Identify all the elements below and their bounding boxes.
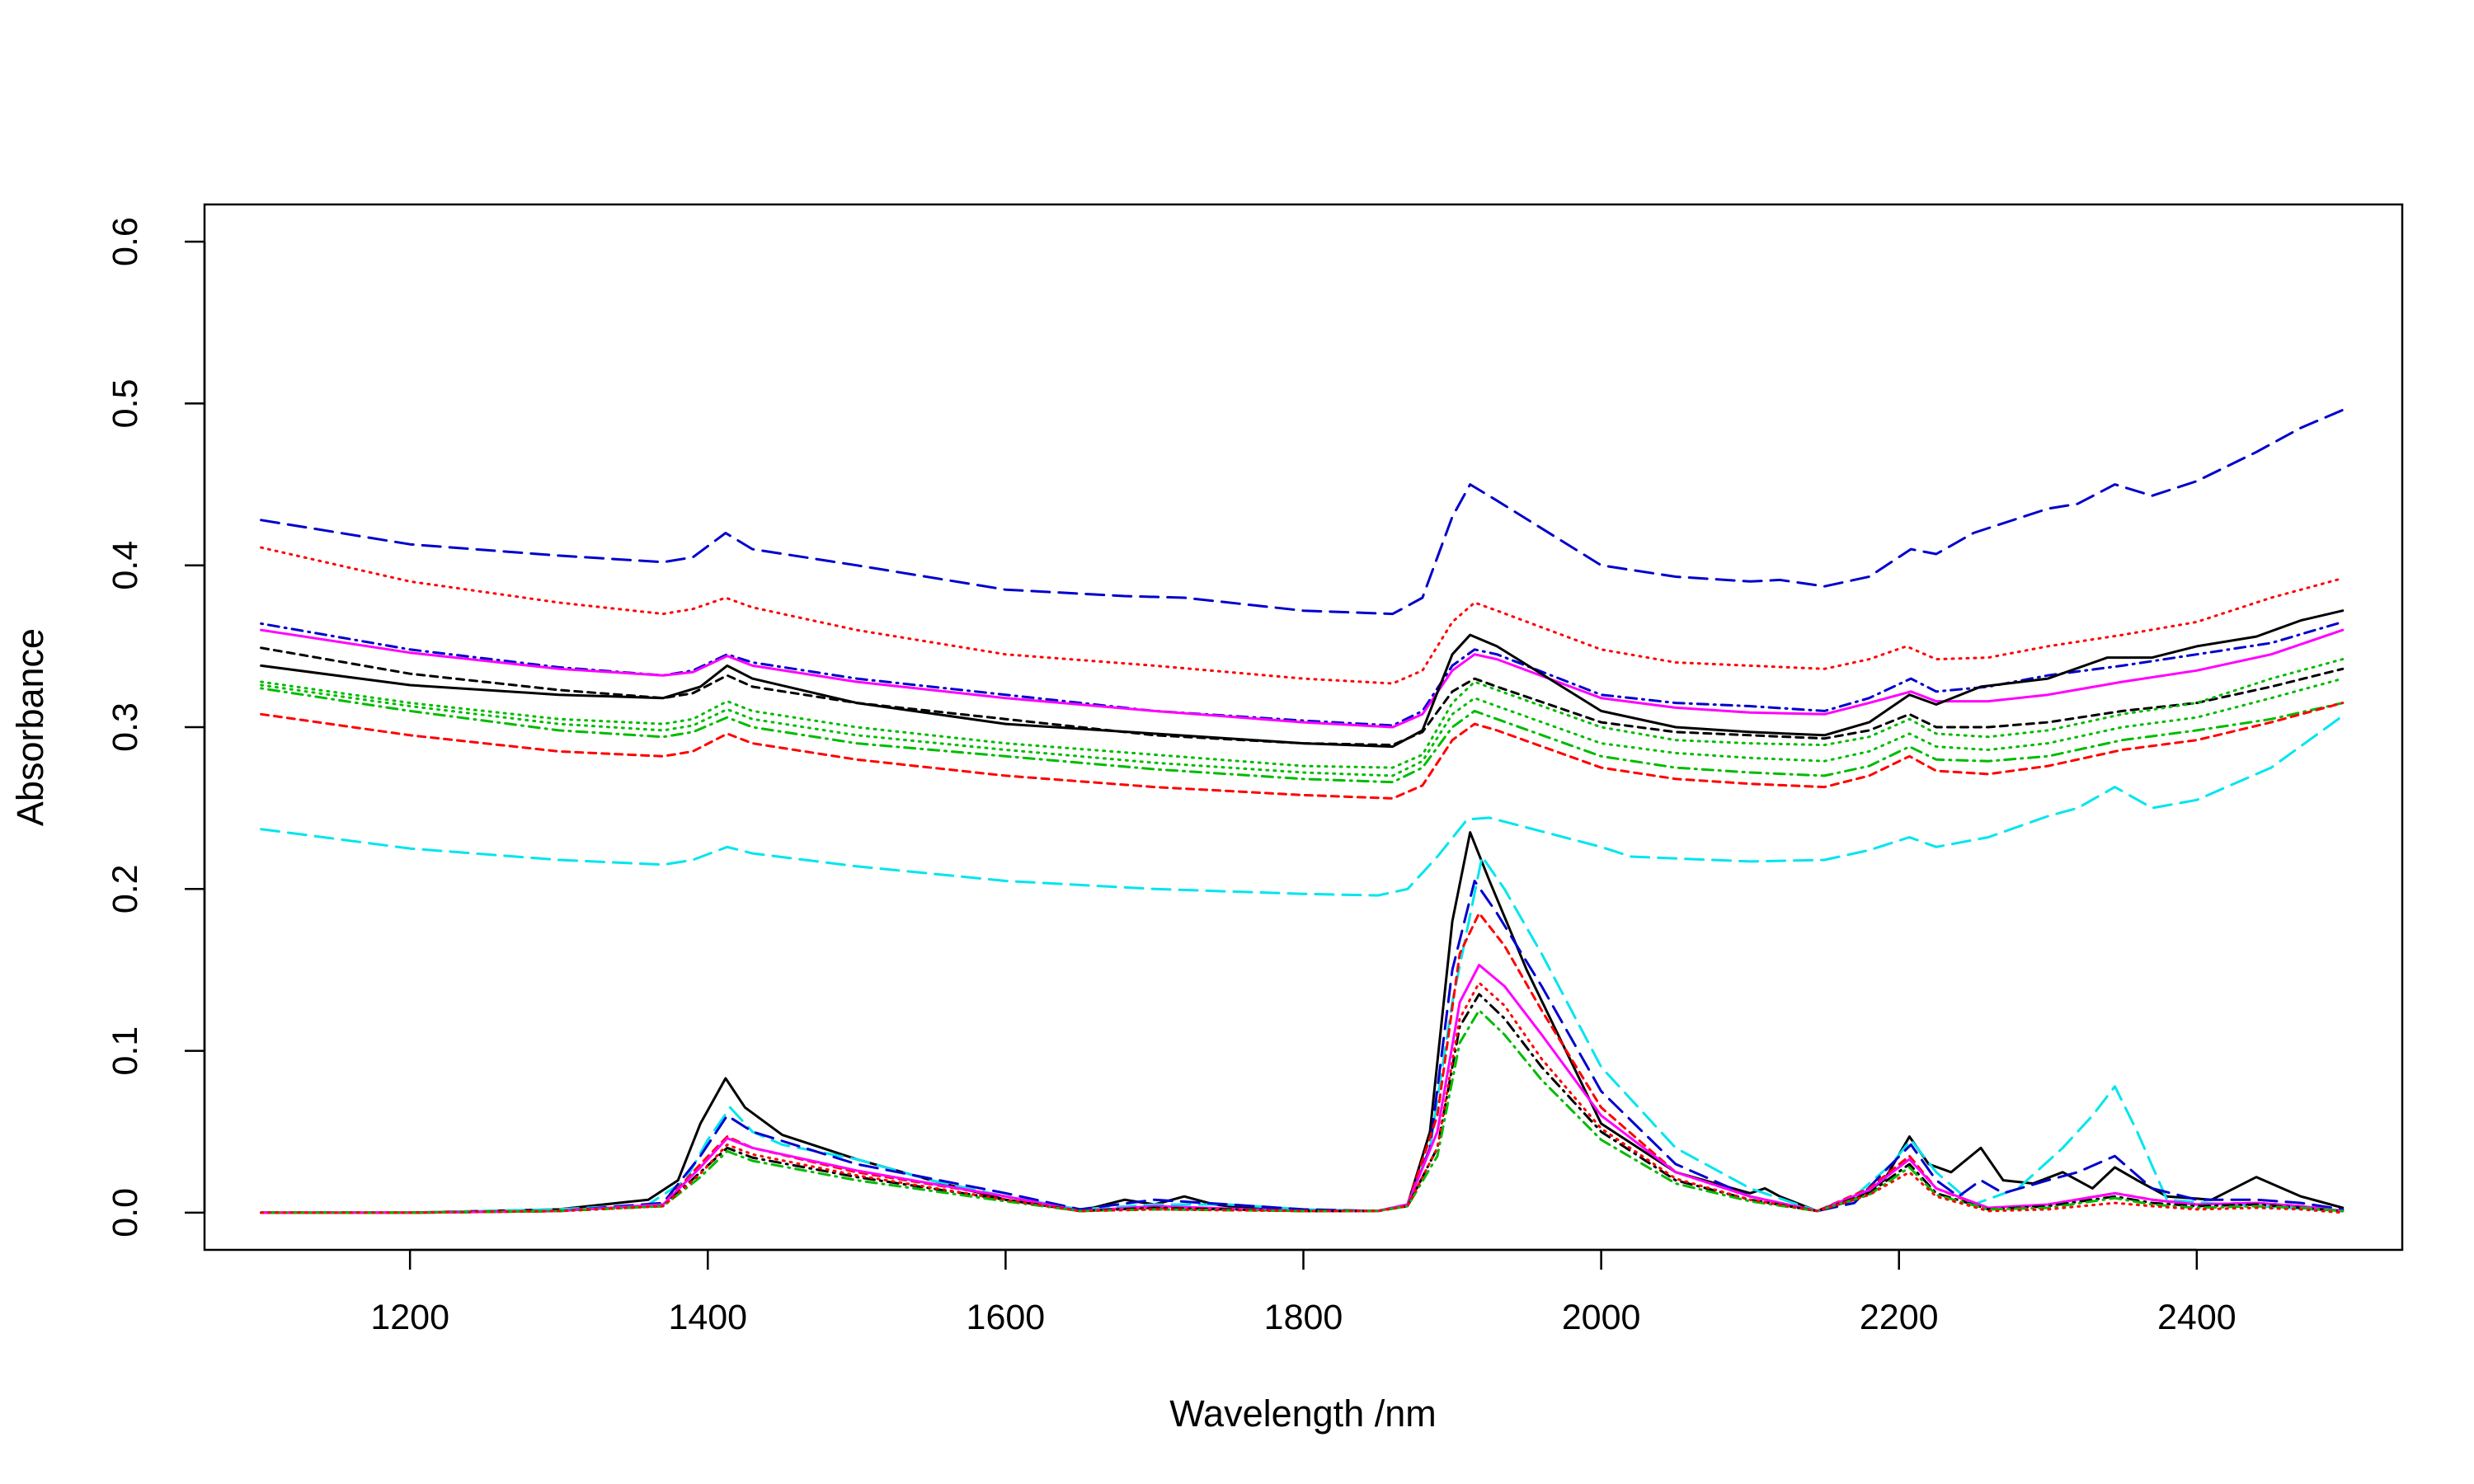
y-tick-label: 0.0 xyxy=(106,1188,145,1237)
series-line-12 xyxy=(260,831,2345,1214)
x-axis: 1200 1400 1600 1800 2000 2200 2400 xyxy=(370,1248,2236,1337)
series-line-8 xyxy=(260,687,2345,784)
y-tick-label: 0.4 xyxy=(106,541,145,590)
x-tick-label: 1200 xyxy=(370,1298,449,1337)
series-line-18 xyxy=(260,1009,2345,1214)
x-tick-label: 1400 xyxy=(668,1298,747,1337)
y-axis-title: Absorbance xyxy=(9,628,51,826)
series-line-19 xyxy=(260,981,2345,1214)
series-line-3 xyxy=(260,620,2345,727)
x-tick-label: 2400 xyxy=(2157,1298,2236,1337)
series-line-15 xyxy=(260,912,2345,1214)
series-line-13 xyxy=(260,855,2345,1214)
x-tick-label: 2200 xyxy=(1860,1298,1939,1337)
series-line-5 xyxy=(260,646,2345,747)
y-tick-label: 0.6 xyxy=(106,217,145,266)
series-line-14 xyxy=(260,880,2345,1214)
x-tick-label: 2000 xyxy=(1562,1298,1641,1337)
series-line-11 xyxy=(260,714,2345,897)
y-tick-label: 0.2 xyxy=(106,864,145,913)
series-layer xyxy=(260,408,2345,1214)
series-line-7 xyxy=(260,658,2345,769)
series-line-4 xyxy=(260,628,2345,729)
series-line-9 xyxy=(260,677,2345,777)
y-tick-label: 0.5 xyxy=(106,379,145,429)
series-line-6 xyxy=(260,609,2345,749)
series-line-17 xyxy=(260,993,2345,1214)
series-line-10 xyxy=(260,702,2345,800)
y-axis: 0.0 0.1 0.2 0.3 0.4 0.5 0.6 xyxy=(106,217,206,1237)
x-tick-label: 1800 xyxy=(1264,1298,1343,1337)
x-axis-title: Wavelength /nm xyxy=(1169,1392,1436,1435)
y-tick-label: 0.3 xyxy=(106,702,145,752)
y-tick-label: 0.1 xyxy=(106,1026,145,1076)
series-line-16 xyxy=(260,964,2345,1214)
series-line-2 xyxy=(260,546,2345,685)
series-line-1 xyxy=(260,408,2345,616)
x-tick-label: 1600 xyxy=(967,1298,1046,1337)
